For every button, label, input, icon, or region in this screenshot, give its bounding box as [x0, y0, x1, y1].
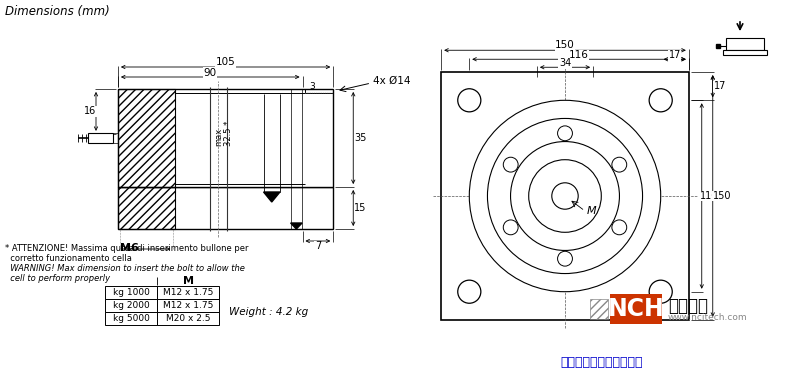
Text: 3: 3 — [309, 82, 316, 91]
Text: max
32.5 *: max 32.5 * — [214, 120, 233, 146]
Text: 17: 17 — [714, 81, 726, 91]
Text: * ATTENZIONE! Massima quota di inserimento bullone per: * ATTENZIONE! Massima quota di inserimen… — [5, 244, 248, 253]
Bar — [157, 312, 219, 325]
Bar — [88, 133, 113, 143]
Text: Weight : 4.2 kg: Weight : 4.2 kg — [229, 307, 308, 317]
Bar — [157, 286, 219, 299]
Text: M: M — [587, 206, 596, 216]
Bar — [105, 286, 157, 299]
Text: 35: 35 — [354, 133, 366, 143]
Bar — [118, 187, 333, 229]
Bar — [590, 299, 608, 319]
Circle shape — [612, 220, 626, 235]
Bar — [105, 299, 157, 312]
Bar — [118, 89, 333, 187]
Text: 90: 90 — [204, 68, 216, 78]
Text: M12 x 1.75: M12 x 1.75 — [163, 288, 213, 297]
Polygon shape — [263, 192, 280, 202]
Text: 150: 150 — [555, 40, 575, 50]
Text: 105: 105 — [216, 57, 236, 67]
Text: M20 x 2.5: M20 x 2.5 — [166, 314, 210, 323]
Circle shape — [649, 89, 672, 112]
Text: M12 x 1.75: M12 x 1.75 — [163, 301, 213, 310]
Circle shape — [488, 119, 642, 274]
Text: 7: 7 — [315, 241, 321, 251]
Bar — [726, 38, 764, 50]
Text: 4x Ø14: 4x Ø14 — [374, 76, 411, 86]
Polygon shape — [290, 223, 302, 229]
Circle shape — [557, 126, 573, 141]
Text: corretto funzionamento cella: corretto funzionamento cella — [5, 254, 132, 263]
Bar — [157, 299, 219, 312]
Text: 15: 15 — [354, 203, 366, 213]
Bar — [723, 50, 767, 55]
Text: kg 5000: kg 5000 — [113, 314, 149, 323]
Text: kg 1000: kg 1000 — [113, 288, 149, 297]
Text: WARNING! Max dimension to insert the bolt to allow the: WARNING! Max dimension to insert the bol… — [5, 264, 245, 273]
Text: Dimensions (mm): Dimensions (mm) — [5, 5, 109, 18]
Circle shape — [612, 157, 626, 172]
Text: cell to perform properly: cell to perform properly — [5, 274, 110, 283]
Text: 150: 150 — [712, 191, 731, 201]
Text: www.ncitech.com: www.ncitech.com — [668, 313, 748, 323]
Circle shape — [552, 183, 578, 209]
Circle shape — [458, 280, 481, 303]
Circle shape — [458, 89, 481, 112]
Text: 116: 116 — [699, 191, 718, 201]
Text: NCH: NCH — [607, 297, 665, 321]
Text: 16: 16 — [84, 106, 96, 116]
Circle shape — [511, 141, 619, 251]
Text: 116: 116 — [569, 50, 589, 60]
Bar — [118, 89, 175, 187]
Text: kg 2000: kg 2000 — [113, 301, 149, 310]
Bar — [105, 312, 157, 325]
Text: 广州南创: 广州南创 — [668, 297, 708, 315]
Circle shape — [649, 280, 672, 303]
Circle shape — [469, 100, 661, 292]
Circle shape — [557, 251, 573, 266]
Circle shape — [504, 157, 518, 172]
Bar — [610, 294, 662, 324]
Circle shape — [529, 160, 601, 232]
Text: M: M — [182, 276, 193, 286]
Bar — [441, 72, 689, 320]
Text: M6: M6 — [120, 243, 139, 253]
Circle shape — [504, 220, 518, 235]
Text: 17: 17 — [668, 50, 681, 60]
Text: 34: 34 — [559, 58, 571, 68]
Bar — [118, 187, 175, 229]
Text: 进口传感器中国总代理商: 进口传感器中国总代理商 — [560, 356, 642, 369]
